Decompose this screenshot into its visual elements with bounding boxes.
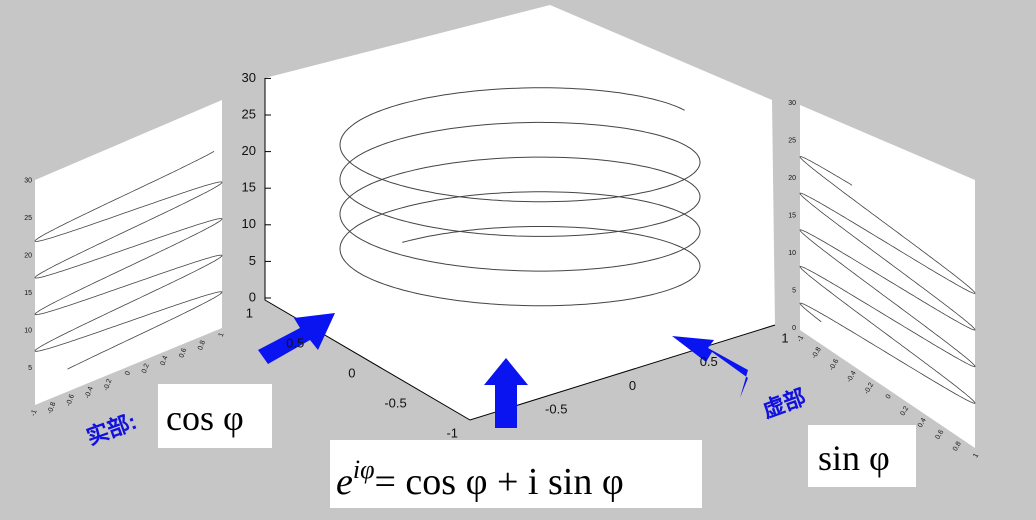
real-part-label: 实部: xyxy=(83,409,140,450)
x-tick-label: 1 xyxy=(246,305,253,320)
x-tick-label: 0 xyxy=(885,393,893,400)
z-tick-label: 25 xyxy=(24,215,32,222)
cos-label: cos φ xyxy=(166,398,244,438)
formula: eiφ= cos φ + i sin φ xyxy=(336,455,624,503)
x-tick-label: 0.8 xyxy=(952,441,963,453)
z-tick-label: 0 xyxy=(792,325,796,332)
arrow xyxy=(484,358,528,428)
x-tick-label: 0.2 xyxy=(141,363,151,375)
z-tick-label: 15 xyxy=(242,180,256,195)
x-tick-label: 0.6 xyxy=(178,347,188,359)
x-tick-label: -0.6 xyxy=(828,358,840,372)
z-tick-label: 30 xyxy=(242,70,256,85)
x-tick-label: -1 xyxy=(446,425,458,440)
z-tick-label: 10 xyxy=(788,250,796,257)
label-box xyxy=(808,425,916,487)
x-tick-label: 1 xyxy=(972,452,980,459)
z-tick-label: 25 xyxy=(242,106,256,121)
x-tick-label: 0 xyxy=(348,365,355,380)
x-tick-label: -0.4 xyxy=(84,386,95,400)
x-tick-label: 0.6 xyxy=(934,429,945,441)
helix xyxy=(339,87,701,307)
x-tick-label: 0 xyxy=(124,370,132,376)
z-tick-label: 10 xyxy=(24,327,32,334)
z-tick-label: 5 xyxy=(249,253,256,268)
left-panel xyxy=(35,100,222,405)
z-tick-label: 5 xyxy=(28,365,32,372)
x-tick-label: 0.5 xyxy=(286,335,304,350)
y-tick-label: 0.5 xyxy=(700,354,718,369)
y-tick-label: 1 xyxy=(781,330,788,345)
imag-part-label: 虚部 xyxy=(759,384,809,423)
z-tick-label: 20 xyxy=(242,143,256,158)
x-tick-label: 0.8 xyxy=(197,340,207,352)
z-tick-label: 0 xyxy=(249,289,256,304)
x-tick-label: -0.4 xyxy=(846,370,858,384)
z-tick-label: 20 xyxy=(24,252,32,259)
x-tick-label: 0.2 xyxy=(899,405,910,417)
x-tick-label: -0.5 xyxy=(384,395,406,410)
formula-rest: = cos φ + i sin φ xyxy=(374,461,623,503)
formula-exp: iφ xyxy=(353,455,375,484)
x-tick-label: -0.2 xyxy=(863,382,875,396)
arrows xyxy=(258,313,748,428)
label-box xyxy=(158,384,272,448)
z-tick-label: 15 xyxy=(24,290,32,297)
x-tick-label: -0.6 xyxy=(65,393,76,407)
projection xyxy=(34,151,223,370)
plot-box xyxy=(265,5,775,420)
z-tick-label: 15 xyxy=(788,212,796,219)
formula-box xyxy=(330,440,702,508)
z-tick-label: 20 xyxy=(788,175,796,182)
z-tick-label: 10 xyxy=(242,216,256,231)
y-tick-label: -0.5 xyxy=(545,402,567,417)
x-tick-label: -0.8 xyxy=(811,346,823,360)
z-tick-label: 25 xyxy=(788,137,796,144)
z-tick-label: 30 xyxy=(788,100,796,107)
x-tick-label: -0.2 xyxy=(103,378,114,392)
x-tick-label: -1 xyxy=(30,409,39,417)
z-tick-label: 5 xyxy=(792,287,796,294)
axes xyxy=(264,78,776,421)
x-tick-label: 0.4 xyxy=(917,417,928,429)
x-tick-label: 1 xyxy=(218,332,226,338)
arrow xyxy=(258,313,335,364)
formula-base: e xyxy=(336,461,353,503)
x-tick-label: -0.8 xyxy=(47,401,58,415)
projection xyxy=(799,156,976,404)
z-tick-label: 30 xyxy=(24,177,32,184)
y-tick-label: 0 xyxy=(629,378,636,393)
sin-label: sin φ xyxy=(818,438,890,478)
right-panel xyxy=(800,105,975,448)
x-tick-label: -1 xyxy=(796,334,805,343)
x-tick-label: 0.4 xyxy=(160,355,170,367)
arrow xyxy=(672,336,748,398)
